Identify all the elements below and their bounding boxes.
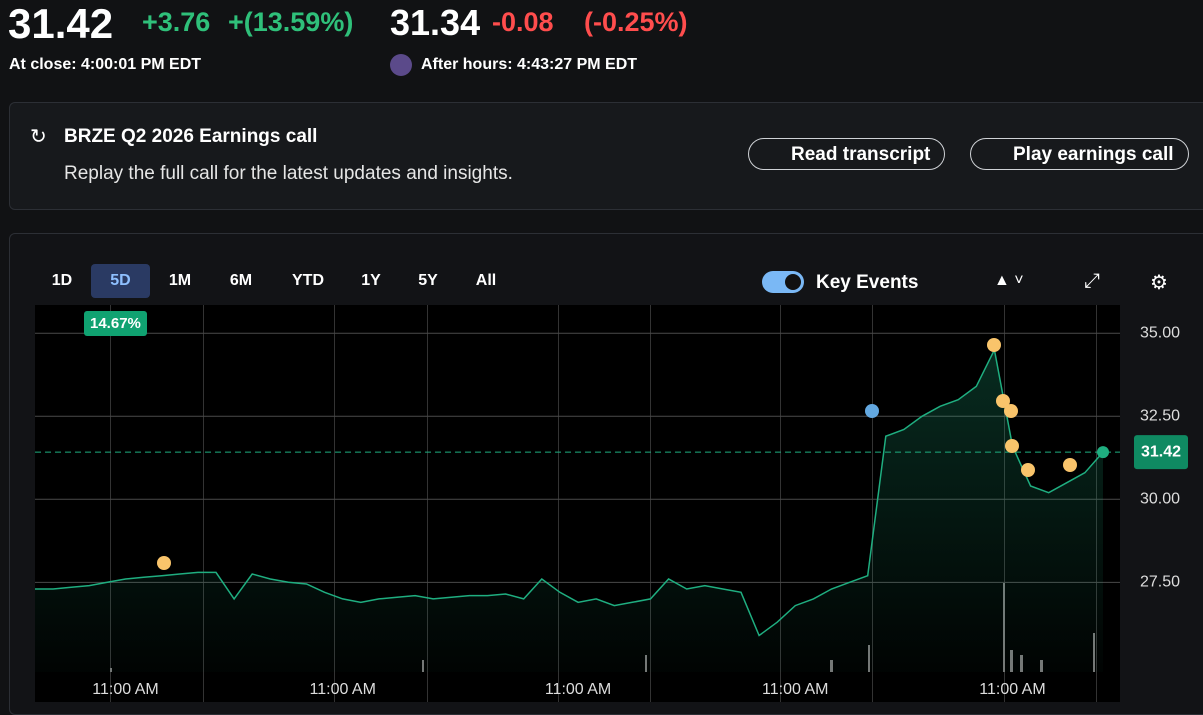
y-tick-label: 30.00 [1140,491,1180,508]
y-tick-label: 27.50 [1140,574,1180,591]
banner-text: Replay the full call for the latest upda… [64,163,513,184]
change: +3.76 [142,7,211,37]
after-label: After hours: 4:43:27 PM EDT [421,56,638,73]
read-transcript[interactable]: Read transcript [748,138,946,170]
expand[interactable]: ⤢ [1084,270,1100,292]
range-tab[interactable]: 5D [91,264,150,298]
banner-title: BRZE Q2 2026 Earnings call [64,126,318,147]
current-box [1134,435,1188,470]
price: 31.42 [8,0,114,47]
moon-icon [390,54,412,76]
y-tick-label: 35.00 [1140,324,1180,341]
after-price: 31.34 [390,2,481,43]
banner [9,102,1203,210]
range-tab[interactable]: 1D [51,272,73,289]
area [35,349,1103,672]
y-tick-label: 32.50 [1140,407,1180,424]
range-tab[interactable]: 5Y [418,272,438,289]
range-tab[interactable]: 6M [229,272,253,289]
last-point [1097,446,1109,459]
current-label: 31.42 [1141,443,1181,460]
range-tab[interactable]: 1Y [361,272,381,289]
range-tab[interactable]: 1M [168,272,192,289]
x-tick-label: 11:00 AM [545,681,611,698]
key-event-dots[interactable] [157,338,1077,570]
after-pct: (-0.25%) [584,7,688,37]
x-tick-label: 11:00 AM [762,681,828,698]
play-call[interactable]: Play earnings call [970,138,1189,170]
replay-icon: ↻ [30,126,47,148]
range-tab[interactable]: All [475,272,497,289]
settings[interactable]: ⚙ [1150,272,1168,294]
x-tick-label: 11:00 AM [92,681,158,698]
x-tick-label: 11:00 AM [979,681,1045,698]
range-tab[interactable]: YTD [292,272,324,289]
range-badge: 14.67% [84,311,147,336]
price-line [35,347,1104,637]
change-pct: +(13.59%) [228,7,354,37]
key-events[interactable]: Key Events [816,272,919,293]
after-change: -0.08 [492,7,554,37]
chart-type[interactable]: ▲ ˅ [994,272,1024,289]
close-label: At close: 4:00:01 PM EDT [9,56,202,73]
x-tick-label: 11:00 AM [310,681,376,698]
toggle[interactable] [762,271,804,293]
